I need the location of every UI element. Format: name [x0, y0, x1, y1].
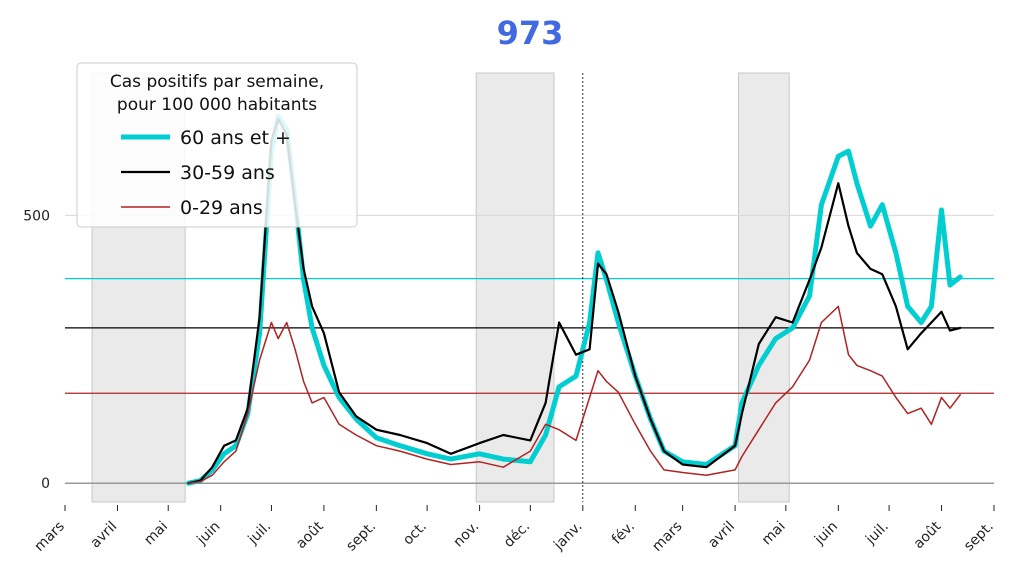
x-tick-label-8: nov. — [451, 519, 483, 551]
x-tick-label-12: mars — [649, 519, 685, 555]
y-tick-label-1: 500 — [23, 208, 50, 224]
legend-box — [76, 62, 358, 228]
legend-label-0: 60 ans et + — [180, 127, 291, 149]
shaded-period-2 — [737, 72, 790, 503]
legend-title-line1: Cas positifs par semaine, — [110, 72, 324, 92]
x-tick-label-4: juil. — [245, 519, 275, 549]
x-tick-label-16: juil. — [862, 519, 892, 549]
x-tick-label-10: janv. — [550, 519, 585, 554]
x-tick-label-6: sept. — [343, 519, 379, 555]
chart-title: 973 — [497, 14, 564, 52]
x-tick-label-0: mars — [32, 519, 68, 555]
x-tick-label-7: oct. — [400, 519, 430, 549]
reference-lines — [65, 277, 994, 394]
legend-label-2: 0-29 ans — [180, 197, 263, 219]
legend: Cas positifs par semaine, pour 100 000 h… — [76, 62, 358, 228]
legend-title-line2: pour 100 000 habitants — [117, 95, 317, 115]
x-axis: mars avril mai juin juil. août sept. oct. nov. dé… — [32, 505, 997, 555]
x-tick-label-15: juin — [811, 519, 841, 549]
x-tick-label-9: déc. — [501, 519, 533, 551]
x-tick-label-14: mai — [759, 519, 789, 549]
x-tick-label-3: juin — [193, 519, 223, 549]
x-tick-label-11: fév. — [609, 519, 638, 548]
series-line-2 — [187, 305, 961, 484]
x-tick-label-5: août — [293, 518, 327, 552]
legend-entries: 60 ans et + 30-59 ans 0-29 ans — [121, 127, 291, 219]
y-axis: 0 500 — [23, 208, 50, 492]
shaded-period-1 — [475, 72, 555, 503]
x-tick-label-17: août — [911, 518, 945, 552]
x-tick-label-1: avril — [87, 519, 120, 552]
x-tick-label-18: sept. — [961, 519, 997, 555]
legend-label-1: 30-59 ans — [180, 162, 275, 184]
x-tick-label-13: avril — [705, 519, 738, 552]
y-tick-label-0: 0 — [41, 476, 50, 492]
x-tick-label-2: mai — [141, 519, 171, 549]
